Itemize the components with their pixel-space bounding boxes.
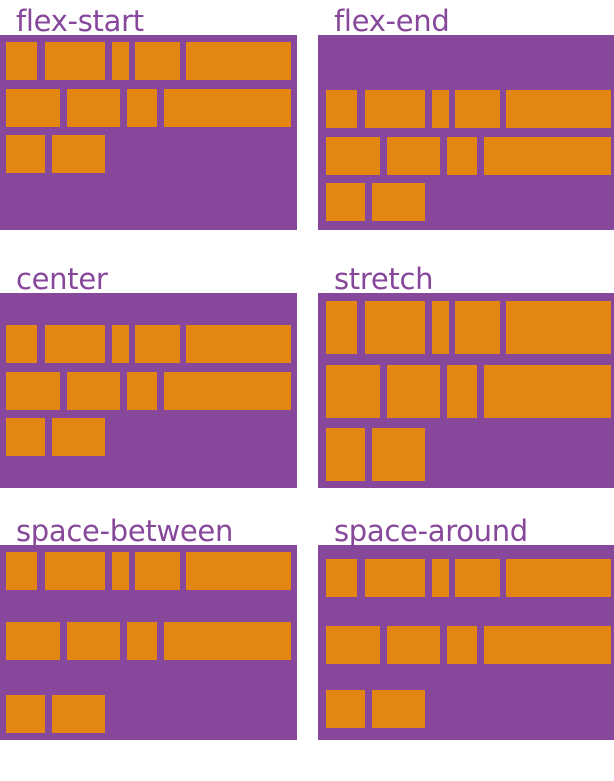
flex-item bbox=[6, 42, 37, 80]
flex-item bbox=[67, 372, 120, 410]
flex-item bbox=[326, 690, 365, 728]
flex-item bbox=[432, 301, 449, 354]
flex-item bbox=[6, 695, 45, 733]
panel-label: stretch bbox=[334, 262, 434, 296]
flex-container bbox=[318, 35, 614, 230]
flex-item bbox=[164, 372, 291, 410]
flex-container bbox=[0, 35, 297, 230]
flex-item bbox=[186, 325, 291, 363]
flex-item bbox=[326, 183, 365, 221]
flex-item bbox=[52, 695, 105, 733]
flex-item bbox=[326, 301, 357, 354]
flex-item bbox=[506, 301, 611, 354]
flex-item bbox=[164, 89, 291, 127]
flex-item bbox=[135, 42, 180, 80]
flex-item bbox=[365, 301, 425, 354]
flex-item bbox=[127, 89, 157, 127]
panel-label: center bbox=[16, 262, 108, 296]
flex-item bbox=[387, 137, 440, 175]
flex-item bbox=[135, 552, 180, 590]
flex-item bbox=[326, 428, 365, 481]
flex-item bbox=[447, 626, 477, 664]
flex-item bbox=[6, 325, 37, 363]
panel-label: flex-end bbox=[334, 4, 450, 38]
flex-item bbox=[372, 428, 425, 481]
flex-item bbox=[326, 137, 380, 175]
flex-item bbox=[432, 90, 449, 128]
flex-container bbox=[0, 293, 297, 488]
flex-container bbox=[318, 293, 614, 488]
flex-item bbox=[326, 365, 380, 418]
flex-item bbox=[164, 622, 291, 660]
flex-item bbox=[45, 552, 105, 590]
flex-item bbox=[506, 90, 611, 128]
flex-container bbox=[318, 545, 614, 740]
flex-item bbox=[455, 559, 500, 597]
flex-item bbox=[127, 372, 157, 410]
flex-item bbox=[45, 325, 105, 363]
flex-item bbox=[484, 365, 611, 418]
flex-item bbox=[6, 135, 45, 173]
flex-item bbox=[6, 418, 45, 456]
flex-item bbox=[326, 559, 357, 597]
panel-label: space-around bbox=[334, 514, 528, 548]
flex-item bbox=[67, 89, 120, 127]
flex-item bbox=[432, 559, 449, 597]
flex-item bbox=[455, 301, 500, 354]
flex-item bbox=[6, 552, 37, 590]
flex-item bbox=[6, 89, 60, 127]
flex-item bbox=[186, 552, 291, 590]
flex-item bbox=[447, 137, 477, 175]
flex-item bbox=[372, 690, 425, 728]
flex-item bbox=[387, 365, 440, 418]
flex-item bbox=[135, 325, 180, 363]
flex-item bbox=[326, 90, 357, 128]
flex-item bbox=[127, 622, 157, 660]
flex-item bbox=[112, 552, 129, 590]
flex-container bbox=[0, 545, 297, 740]
flex-item bbox=[484, 137, 611, 175]
flex-item bbox=[6, 372, 60, 410]
flex-item bbox=[52, 418, 105, 456]
flex-item bbox=[387, 626, 440, 664]
flex-item bbox=[326, 626, 380, 664]
flex-item bbox=[365, 559, 425, 597]
flex-item bbox=[365, 90, 425, 128]
flex-item bbox=[112, 42, 129, 80]
flex-item bbox=[186, 42, 291, 80]
flex-item bbox=[484, 626, 611, 664]
flex-item bbox=[455, 90, 500, 128]
panel-label: flex-start bbox=[16, 4, 144, 38]
flex-item bbox=[506, 559, 611, 597]
panel-label: space-between bbox=[16, 514, 234, 548]
flex-item bbox=[447, 365, 477, 418]
flex-item bbox=[67, 622, 120, 660]
flex-item bbox=[6, 622, 60, 660]
flex-item bbox=[372, 183, 425, 221]
flex-item bbox=[52, 135, 105, 173]
flex-item bbox=[112, 325, 129, 363]
flex-item bbox=[45, 42, 105, 80]
